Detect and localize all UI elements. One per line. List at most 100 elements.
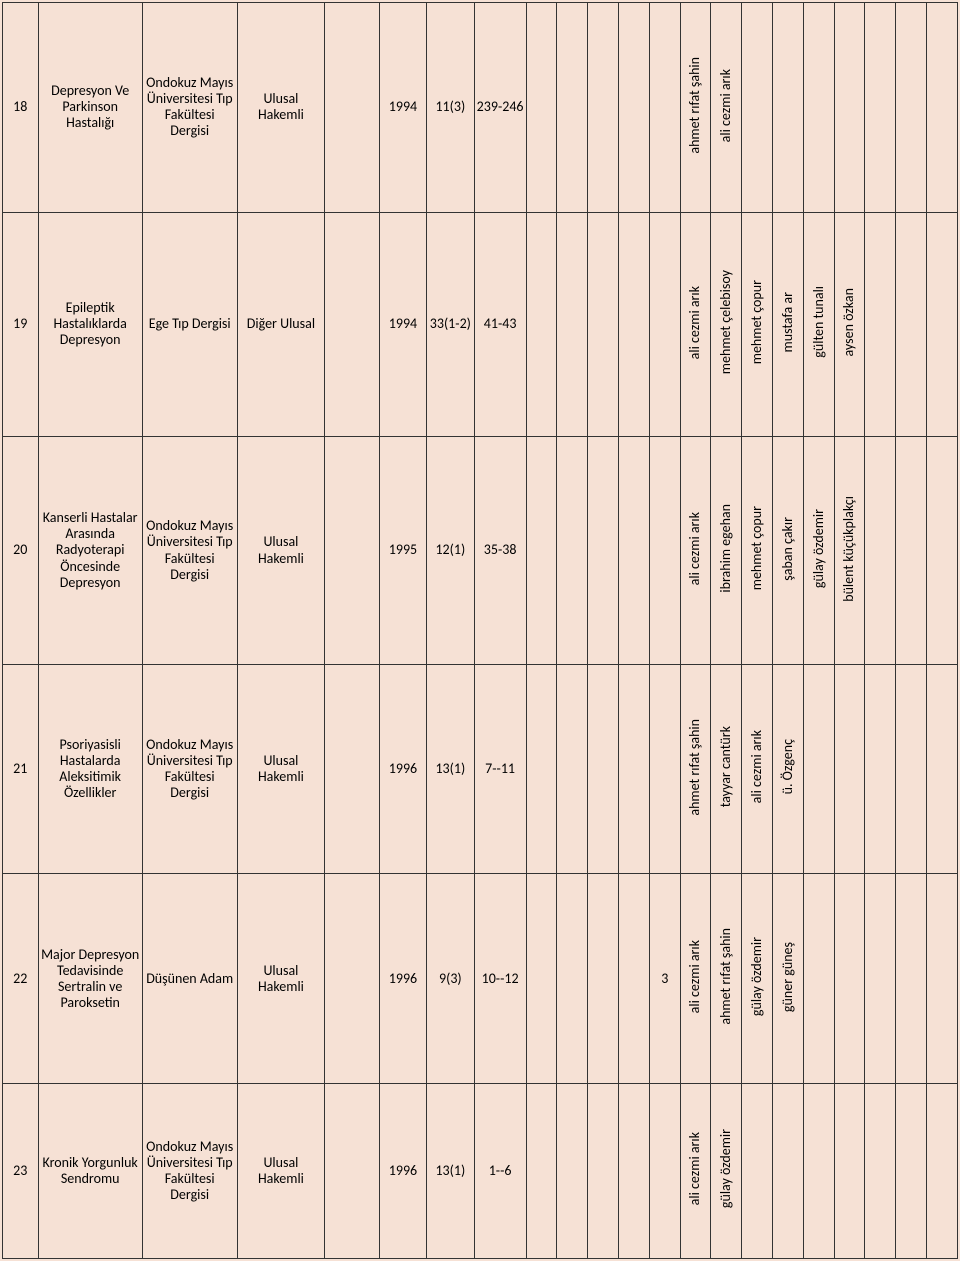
extra-cell — [588, 874, 619, 1084]
extra-cell — [526, 664, 557, 874]
extra-cell — [557, 212, 588, 437]
vertical-text: ali cezmi arık — [687, 512, 703, 585]
vertical-text: mehmet çelebisoy — [718, 270, 734, 374]
extra-cell — [557, 437, 588, 665]
extra-cell — [526, 1084, 557, 1259]
row-id: 19 — [3, 212, 39, 437]
author-cell — [834, 664, 865, 874]
extra-cell — [649, 1084, 680, 1259]
table-row: 18Depresyon Ve Parkinson HastalığıOndoku… — [3, 3, 958, 213]
title-cell: Depresyon Ve Parkinson Hastalığı — [38, 3, 142, 213]
vertical-text: ahmet rıfat şahin — [687, 57, 703, 154]
author-cell: ali cezmi arık — [680, 874, 711, 1084]
extra-cell — [526, 437, 557, 665]
vertical-text: bülent küçükplakçı — [841, 496, 857, 602]
title-cell: Psoriyasisli Hastalarda Aleksitimik Özel… — [38, 664, 142, 874]
author-cell: gülay özdemir — [711, 1084, 742, 1259]
vertical-text: ali cezmi arık — [687, 1132, 703, 1205]
type-cell: Ulusal Hakemli — [237, 1084, 325, 1259]
type-cell: Ulusal Hakemli — [237, 3, 325, 213]
title-cell: Kronik Yorgunluk Sendromu — [38, 1084, 142, 1259]
extra-cell — [526, 212, 557, 437]
vertical-text: gülay özdemir — [749, 937, 765, 1016]
journal-cell: Ondokuz Mayıs Üniversitesi Tıp Fakültesi… — [142, 437, 237, 665]
author-cell: ahmet rıfat şahin — [711, 874, 742, 1084]
title-cell: Epileptik Hastalıklarda Depresyon — [38, 212, 142, 437]
vertical-text: ali cezmi arık — [718, 69, 734, 142]
volume-cell: 11(3) — [427, 3, 474, 213]
trailing-cell — [927, 1084, 958, 1259]
extra-cell — [649, 212, 680, 437]
page: 18Depresyon Ve Parkinson HastalığıOndoku… — [0, 0, 960, 1261]
year-cell: 1996 — [379, 664, 426, 874]
author-cell: gülay özdemir — [803, 437, 834, 665]
author-cell: tayyar cantürk — [711, 664, 742, 874]
vertical-text: gülay özdemir — [811, 509, 827, 588]
author-cell — [803, 3, 834, 213]
author-cell — [742, 3, 773, 213]
author-cell — [803, 664, 834, 874]
blank-cell — [325, 664, 380, 874]
vertical-text: mehmet çopur — [749, 506, 765, 590]
author-cell — [803, 1084, 834, 1259]
author-cell: mehmet çelebisoy — [711, 212, 742, 437]
year-cell: 1996 — [379, 874, 426, 1084]
type-cell: Diğer Ulusal — [237, 212, 325, 437]
author-cell — [773, 3, 804, 213]
vertical-text: ali cezmi arık — [687, 286, 703, 359]
journal-cell: Ondokuz Mayıs Üniversitesi Tıp Fakültesi… — [142, 3, 237, 213]
trailing-cell — [865, 874, 896, 1084]
extra-cell — [649, 3, 680, 213]
trailing-cell — [865, 3, 896, 213]
trailing-cell — [865, 664, 896, 874]
author-cell: ali cezmi arık — [680, 1084, 711, 1259]
table-row: 22Major Depresyon Tedavisinde Sertralin … — [3, 874, 958, 1084]
type-cell: Ulusal Hakemli — [237, 664, 325, 874]
author-cell — [834, 1084, 865, 1259]
author-cell — [834, 3, 865, 213]
trailing-cell — [927, 664, 958, 874]
trailing-cell — [927, 874, 958, 1084]
author-cell — [834, 874, 865, 1084]
extra-cell — [619, 3, 650, 213]
vertical-text: ali cezmi arık — [749, 730, 765, 803]
author-cell — [773, 1084, 804, 1259]
vertical-text: aysen özkan — [841, 288, 857, 357]
extra-cell — [588, 212, 619, 437]
vertical-text: ali cezmi arık — [687, 940, 703, 1013]
pages-cell: 7--11 — [474, 664, 526, 874]
author-cell: ali cezmi arık — [742, 664, 773, 874]
extra-cell — [526, 3, 557, 213]
pages-cell: 10--12 — [474, 874, 526, 1084]
author-cell: ali cezmi arık — [711, 3, 742, 213]
journal-cell: Ondokuz Mayıs Üniversitesi Tıp Fakültesi… — [142, 1084, 237, 1259]
trailing-cell — [927, 212, 958, 437]
trailing-cell — [927, 3, 958, 213]
row-id: 20 — [3, 437, 39, 665]
extra-cell — [649, 664, 680, 874]
author-cell: ibrahim egehan — [711, 437, 742, 665]
author-cell: aysen özkan — [834, 212, 865, 437]
author-cell: mehmet çopur — [742, 437, 773, 665]
type-cell: Ulusal Hakemli — [237, 437, 325, 665]
extra-cell — [588, 3, 619, 213]
year-cell: 1994 — [379, 3, 426, 213]
extra-cell: 3 — [649, 874, 680, 1084]
vertical-text: gülten tunalı — [811, 286, 827, 358]
author-cell: gülten tunalı — [803, 212, 834, 437]
extra-cell — [557, 664, 588, 874]
extra-cell — [557, 874, 588, 1084]
type-cell: Ulusal Hakemli — [237, 874, 325, 1084]
table-row: 19Epileptik Hastalıklarda DepresyonEge T… — [3, 212, 958, 437]
year-cell: 1994 — [379, 212, 426, 437]
extra-cell — [619, 212, 650, 437]
extra-cell — [619, 664, 650, 874]
title-cell: Major Depresyon Tedavisinde Sertralin ve… — [38, 874, 142, 1084]
volume-cell: 13(1) — [427, 1084, 474, 1259]
trailing-cell — [896, 437, 927, 665]
author-cell: ahmet rıfat şahin — [680, 3, 711, 213]
vertical-text: ü. Özgenç — [780, 739, 796, 794]
year-cell: 1996 — [379, 1084, 426, 1259]
pages-cell: 35-38 — [474, 437, 526, 665]
extra-cell — [557, 1084, 588, 1259]
